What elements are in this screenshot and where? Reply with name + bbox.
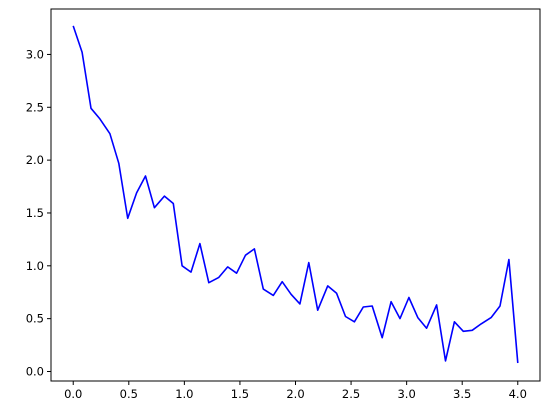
y-axis: 0.0 0.5 1.0 1.5 2.0 2.5 3.0	[26, 47, 51, 378]
y-tick-label: 3.0	[26, 47, 44, 61]
x-tick-label: 2.5	[342, 387, 360, 401]
plot-area	[72, 25, 519, 364]
y-tick-label: 0.5	[26, 312, 44, 326]
x-tick-label: 3.5	[453, 387, 471, 401]
y-tick-label: 1.0	[26, 259, 44, 273]
x-tick-label: 4.0	[509, 387, 527, 401]
y-tick-label: 1.5	[26, 206, 44, 220]
x-tick-label: 1.0	[175, 387, 193, 401]
axes-frame	[50, 8, 541, 382]
x-tick-label: 2.0	[286, 387, 304, 401]
x-tick-label: 0.0	[64, 387, 82, 401]
x-tick-label: 0.5	[120, 387, 138, 401]
y-tick-label: 0.0	[26, 364, 44, 378]
series-line	[72, 25, 519, 364]
y-tick-label: 2.5	[26, 100, 44, 114]
y-tick-label: 2.0	[26, 153, 44, 167]
x-axis: 0.0 0.5 1.0 1.5 2.0 2.5 3.0 3.5 4.0	[64, 381, 527, 401]
x-tick-label: 3.0	[397, 387, 415, 401]
x-tick-label: 1.5	[231, 387, 249, 401]
